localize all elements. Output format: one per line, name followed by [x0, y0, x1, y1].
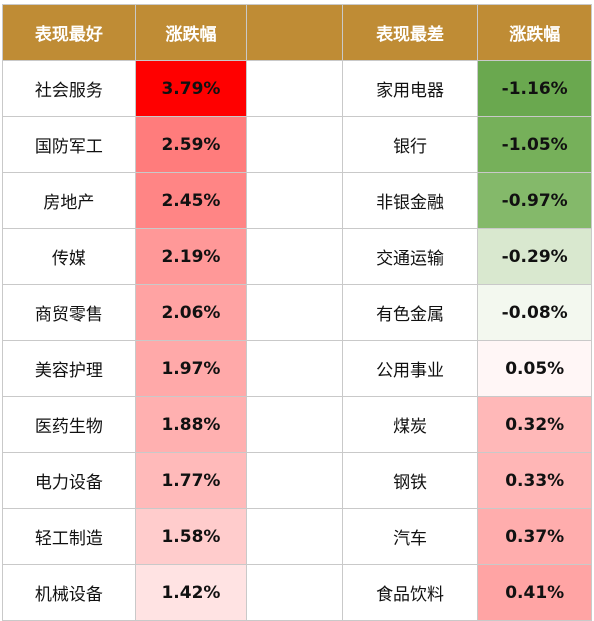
- worst-industry-name: 公用事业: [341, 340, 479, 397]
- best-industry-change: 1.58%: [134, 508, 248, 565]
- spacer-cell: [246, 284, 343, 341]
- spacer-cell: [246, 396, 343, 453]
- best-industry-change: 2.19%: [134, 228, 248, 285]
- best-industry-change: 3.79%: [134, 60, 248, 117]
- spacer-cell: [246, 60, 343, 117]
- table-row: 医药生物 1.88% 煤炭 0.32%: [2, 396, 592, 453]
- worst-industry-name: 银行: [341, 116, 479, 173]
- best-industry-name: 轻工制造: [2, 508, 136, 565]
- table-row: 国防军工 2.59% 银行 -1.05%: [2, 116, 592, 173]
- best-industry-change: 1.88%: [134, 396, 248, 453]
- header-worst-name: 表现最差: [341, 4, 479, 61]
- worst-industry-name: 有色金属: [341, 284, 479, 341]
- best-industry-change: 1.77%: [134, 452, 248, 509]
- table-row: 机械设备 1.42% 食品饮料 0.41%: [2, 564, 592, 621]
- best-industry-name: 电力设备: [2, 452, 136, 509]
- worst-industry-change: 0.41%: [477, 564, 592, 621]
- spacer-cell: [246, 452, 343, 509]
- best-industry-name: 机械设备: [2, 564, 136, 621]
- worst-industry-change: 0.32%: [477, 396, 592, 453]
- table-row: 房地产 2.45% 非银金融 -0.97%: [2, 172, 592, 229]
- best-industry-name: 社会服务: [2, 60, 136, 117]
- table-row: 社会服务 3.79% 家用电器 -1.16%: [2, 60, 592, 117]
- industry-performance-table: 表现最好 涨跌幅 表现最差 涨跌幅 社会服务 3.79% 家用电器 -1.16%…: [2, 4, 592, 621]
- spacer-cell: [246, 228, 343, 285]
- worst-industry-change: 0.33%: [477, 452, 592, 509]
- spacer-cell: [246, 116, 343, 173]
- header-worst-change: 涨跌幅: [477, 4, 592, 61]
- header-spacer: [246, 4, 343, 61]
- best-industry-name: 医药生物: [2, 396, 136, 453]
- worst-industry-name: 交通运输: [341, 228, 479, 285]
- worst-industry-name: 钢铁: [341, 452, 479, 509]
- worst-industry-change: -0.08%: [477, 284, 592, 341]
- worst-industry-change: -0.97%: [477, 172, 592, 229]
- worst-industry-change: -0.29%: [477, 228, 592, 285]
- worst-industry-name: 家用电器: [341, 60, 479, 117]
- spacer-cell: [246, 564, 343, 621]
- best-industry-change: 2.06%: [134, 284, 248, 341]
- table-row: 商贸零售 2.06% 有色金属 -0.08%: [2, 284, 592, 341]
- best-industry-change: 2.59%: [134, 116, 248, 173]
- worst-industry-name: 非银金融: [341, 172, 479, 229]
- worst-industry-change: 0.05%: [477, 340, 592, 397]
- table-row: 轻工制造 1.58% 汽车 0.37%: [2, 508, 592, 565]
- worst-industry-change: -1.16%: [477, 60, 592, 117]
- worst-industry-name: 食品饮料: [341, 564, 479, 621]
- best-industry-change: 1.97%: [134, 340, 248, 397]
- worst-industry-change: 0.37%: [477, 508, 592, 565]
- spacer-cell: [246, 340, 343, 397]
- header-row: 表现最好 涨跌幅 表现最差 涨跌幅: [2, 4, 592, 61]
- best-industry-name: 房地产: [2, 172, 136, 229]
- best-industry-change: 1.42%: [134, 564, 248, 621]
- header-best-name: 表现最好: [2, 4, 136, 61]
- header-best-change: 涨跌幅: [134, 4, 248, 61]
- best-industry-name: 美容护理: [2, 340, 136, 397]
- spacer-cell: [246, 172, 343, 229]
- table-row: 美容护理 1.97% 公用事业 0.05%: [2, 340, 592, 397]
- worst-industry-change: -1.05%: [477, 116, 592, 173]
- best-industry-change: 2.45%: [134, 172, 248, 229]
- worst-industry-name: 汽车: [341, 508, 479, 565]
- table-row: 电力设备 1.77% 钢铁 0.33%: [2, 452, 592, 509]
- spacer-cell: [246, 508, 343, 565]
- table-row: 传媒 2.19% 交通运输 -0.29%: [2, 228, 592, 285]
- worst-industry-name: 煤炭: [341, 396, 479, 453]
- best-industry-name: 国防军工: [2, 116, 136, 173]
- best-industry-name: 传媒: [2, 228, 136, 285]
- best-industry-name: 商贸零售: [2, 284, 136, 341]
